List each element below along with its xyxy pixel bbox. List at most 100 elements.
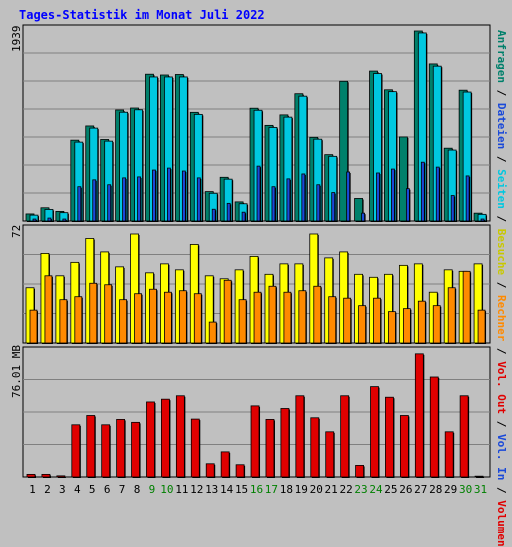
day-label-31: 31 <box>474 483 487 496</box>
bar-rechner-day-18 <box>283 291 292 344</box>
legend-segment-10: Vol. Out <box>495 361 508 415</box>
day-label-3: 3 <box>59 483 66 496</box>
bar-volumen-day-5 <box>86 415 96 478</box>
bar-seiten-day-19 <box>301 173 306 222</box>
legend-segment-7: / <box>495 275 508 295</box>
day-label-23: 23 <box>354 483 367 496</box>
bar-volumen-day-20 <box>310 417 320 478</box>
bar-seiten-day-26 <box>405 188 410 222</box>
day-label-27: 27 <box>414 483 427 496</box>
bar-seiten-day-18 <box>286 178 291 222</box>
bar-volumen-day-31-shadow <box>476 477 485 478</box>
bar-seiten-day-7 <box>122 177 127 222</box>
bar-seiten-day-14 <box>226 202 231 222</box>
bar-seiten-day-15 <box>241 211 246 222</box>
bar-volumen-day-9 <box>146 401 155 478</box>
bar-volumen-day-21 <box>325 431 335 478</box>
bar-volumen-day-22 <box>340 395 350 478</box>
bar-seiten-day-30 <box>465 175 470 222</box>
bar-seiten-day-22 <box>346 171 351 222</box>
bar-volumen-day-31 <box>474 475 484 478</box>
day-label-15: 15 <box>235 483 248 496</box>
legend-segment-6: Besuche <box>495 228 508 276</box>
day-label-16: 16 <box>250 483 263 496</box>
bar-rechner-day-31 <box>477 309 486 344</box>
bar-seiten-day-17 <box>271 186 276 222</box>
bar-rechner-day-26 <box>402 308 411 344</box>
bar-anfragen-day-23 <box>354 198 363 222</box>
day-label-13: 13 <box>205 483 218 496</box>
day-label-21: 21 <box>325 483 338 496</box>
bar-volumen-day-14 <box>220 451 230 478</box>
bar-rechner-day-9 <box>149 288 157 344</box>
bar-rechner-day-23 <box>358 305 366 344</box>
day-label-14: 14 <box>220 483 234 496</box>
day-label-29: 29 <box>444 483 457 496</box>
bar-volumen-day-1 <box>26 473 36 478</box>
day-label-18: 18 <box>280 483 293 496</box>
bar-volumen-day-4 <box>71 424 81 478</box>
bar-volumen-day-28 <box>429 376 439 478</box>
bar-volumen-day-7 <box>116 419 126 478</box>
bottom-panel-max-label: 76.01 MB <box>10 345 23 398</box>
bar-volumen-day-27 <box>414 353 424 478</box>
legend-segment-3: / <box>495 149 508 170</box>
bar-rechner-day-15 <box>238 299 247 344</box>
day-label-20: 20 <box>310 483 323 496</box>
bar-rechner-day-8 <box>134 293 142 344</box>
bar-rechner-day-3 <box>59 299 68 344</box>
bar-rechner-day-19 <box>298 290 307 344</box>
bar-seiten-day-12 <box>196 177 201 222</box>
bar-volumen-day-6 <box>101 424 111 478</box>
bar-seiten-day-2 <box>47 217 52 222</box>
bar-rechner-day-27 <box>417 300 426 344</box>
bar-rechner-day-22 <box>343 297 352 344</box>
bar-rechner-day-30 <box>462 270 471 344</box>
legend-segment-0: Anfragen <box>495 30 508 83</box>
bar-volumen-day-2 <box>41 473 51 478</box>
day-label-6: 6 <box>104 483 111 496</box>
bar-seiten-day-16 <box>256 165 261 222</box>
bar-volumen-day-18 <box>280 408 290 478</box>
bar-volumen-day-24 <box>370 386 379 478</box>
day-label-10: 10 <box>160 483 173 496</box>
day-label-25: 25 <box>384 483 397 496</box>
legend-segment-4: Seiten <box>495 169 508 209</box>
bar-seiten-day-10 <box>167 167 171 222</box>
bar-seiten-day-31 <box>480 218 485 222</box>
bar-rechner-day-4 <box>74 296 83 344</box>
legend-segment-8: Rechner <box>495 294 508 342</box>
day-label-28: 28 <box>429 483 442 496</box>
chart-title: Tages-Statistik im Monat Juli 2022 <box>19 8 265 22</box>
bar-seiten-day-11 <box>181 170 186 222</box>
bar-seiten-day-9 <box>152 169 156 222</box>
bar-rechner-day-6 <box>104 284 113 344</box>
bar-seiten-day-29 <box>450 195 455 222</box>
bar-rechner-day-12 <box>193 293 202 344</box>
daily-statistics-chart: 1 2 3 4 5 6 7 8 9 10 11 12 13 14 15 16 17 18 19 20 21 22 23 24 2… <box>22 24 491 496</box>
bar-volumen-day-3 <box>56 475 66 478</box>
bar-rechner-day-2 <box>44 275 53 344</box>
bar-rechner-day-25 <box>388 311 396 344</box>
day-label-9: 9 <box>149 483 156 496</box>
bar-seiten-day-21 <box>331 192 336 222</box>
day-label-26: 26 <box>399 483 412 496</box>
bar-rechner-day-10 <box>164 291 172 344</box>
day-label-17: 17 <box>265 483 278 496</box>
day-label-2: 2 <box>44 483 51 496</box>
legend-segment-9: / <box>495 341 508 362</box>
bar-rechner-day-16 <box>253 291 262 344</box>
bar-rechner-day-1 <box>29 309 38 344</box>
bar-rechner-day-20 <box>313 285 322 344</box>
bar-seiten-day-3 <box>62 218 67 222</box>
bar-seiten-day-20 <box>316 184 321 222</box>
bar-volumen-day-13 <box>205 463 215 478</box>
day-label-22: 22 <box>339 483 352 496</box>
legend-segment-14: Volumen <box>495 500 508 547</box>
bar-volumen-day-23 <box>355 465 364 478</box>
right-vertical-legend: Anfragen / Dateien / Seiten / Besuche / … <box>495 30 508 547</box>
bar-seiten-day-1 <box>32 218 37 222</box>
bar-seiten-day-27 <box>420 161 425 222</box>
bar-volumen-day-16 <box>250 405 260 478</box>
